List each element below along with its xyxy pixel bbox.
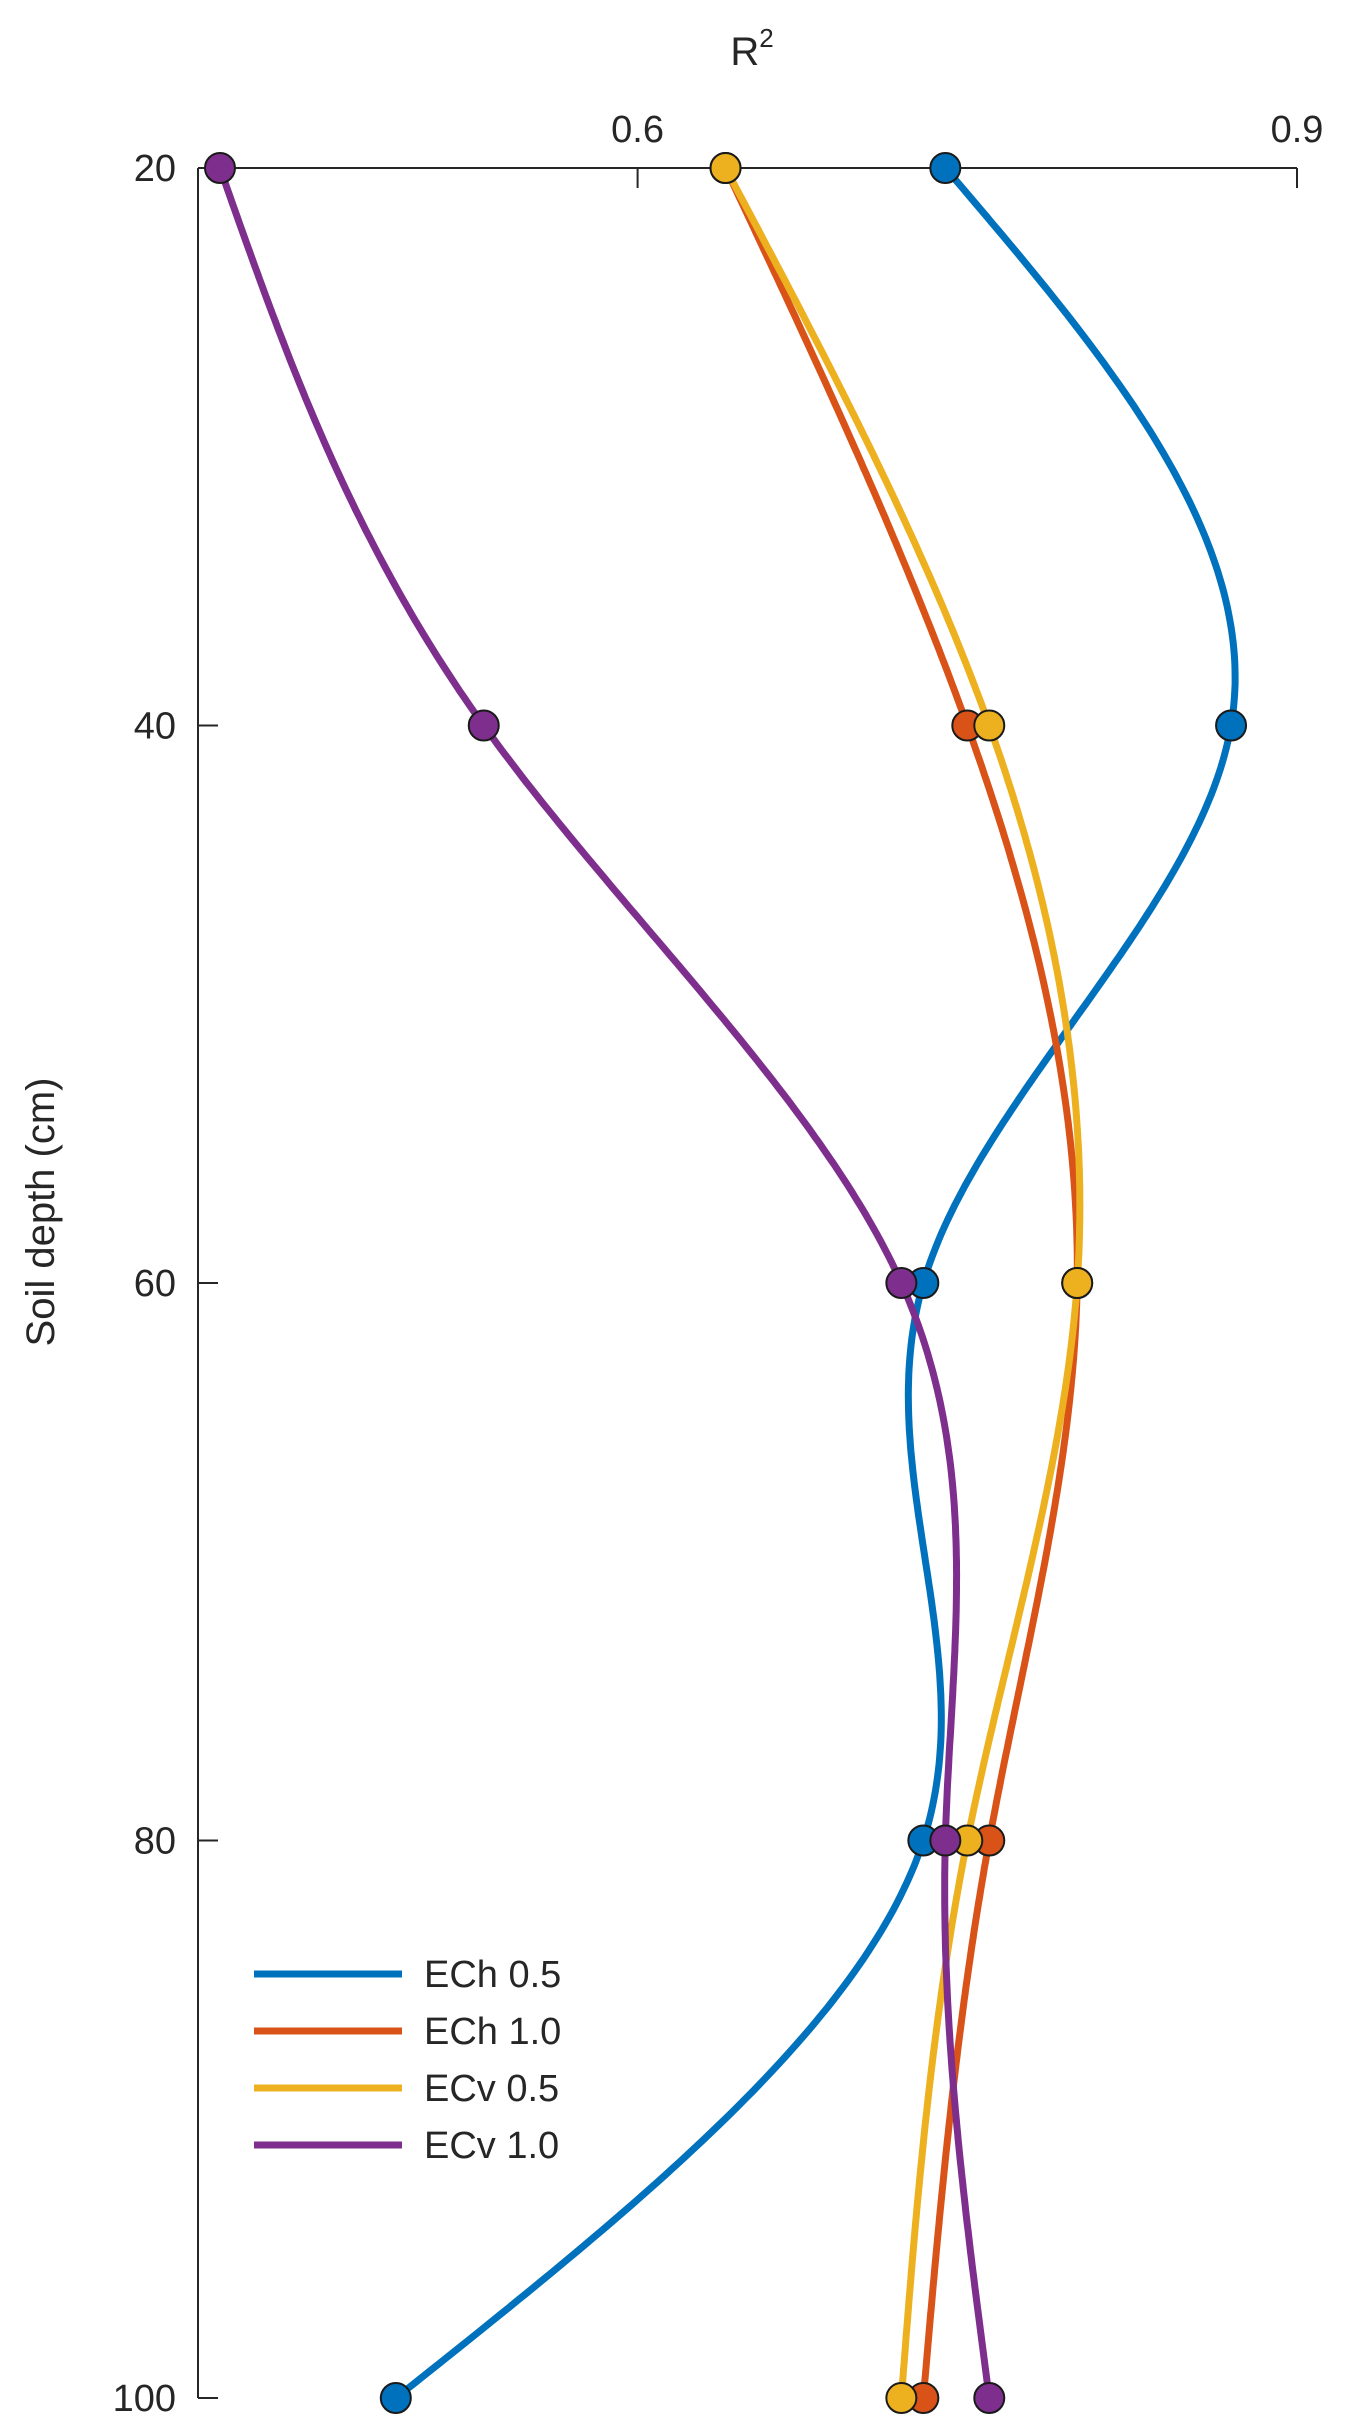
legend-label: ECh 1.0 <box>424 2011 561 2053</box>
x-tick-label: 0.6 <box>611 109 664 151</box>
legend-label: ECv 0.5 <box>424 2068 559 2110</box>
data-point-series-3 <box>1061 1267 1094 1299</box>
y-ticks: 20 40 60 80 100 <box>113 148 218 2420</box>
x-axis-label: R2 <box>730 23 773 74</box>
legend-label: ECv 1.0 <box>424 2125 559 2167</box>
data-point-series-4 <box>929 1824 962 1857</box>
data-point-series-1 <box>1215 709 1248 742</box>
series-line-4 <box>216 164 993 2402</box>
x-axis-label-superscript: 2 <box>759 23 773 53</box>
data-point-series-1 <box>379 2382 412 2414</box>
data-point-series-1 <box>929 152 962 184</box>
series-line-1 <box>392 164 1239 2402</box>
y-axis-label: Soil depth (cm) <box>19 1078 63 1347</box>
data-point-series-4 <box>885 1267 918 1299</box>
y-tick-label: 80 <box>134 1821 176 1863</box>
series-layer <box>203 152 1248 2414</box>
data-point-series-3 <box>973 709 1006 742</box>
y-tick-label: 20 <box>134 148 176 190</box>
y-tick-label: 100 <box>113 2378 176 2420</box>
data-point-series-4 <box>467 709 500 742</box>
legend: ECh 0.5 ECh 1.0 ECv 0.5 ECv 1.0 <box>254 1954 561 2167</box>
legend-label: ECh 0.5 <box>424 1954 561 1996</box>
data-point-series-3 <box>885 2382 918 2414</box>
data-point-series-4 <box>203 152 236 184</box>
x-tick-label: 0.9 <box>1271 109 1324 151</box>
x-ticks: 0.6 0.9 <box>611 109 1323 188</box>
data-point-series-3 <box>709 152 742 184</box>
data-point-series-4 <box>973 2382 1006 2414</box>
y-tick-label: 40 <box>134 706 176 748</box>
y-tick-label: 60 <box>134 1263 176 1305</box>
